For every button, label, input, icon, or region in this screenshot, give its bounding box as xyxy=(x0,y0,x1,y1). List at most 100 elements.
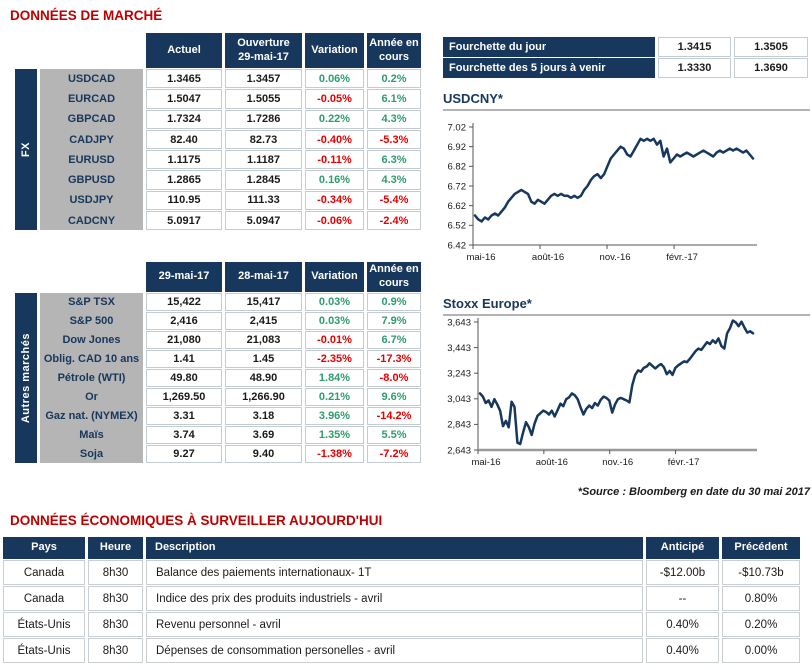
table-cell: -0.05% xyxy=(305,89,364,109)
econ-cell: 0.40% xyxy=(646,612,719,637)
chart-tick-label: mai-16 xyxy=(471,457,500,468)
table-cell: -14.2% xyxy=(367,407,421,425)
table-cell: 0.2% xyxy=(367,69,421,89)
table-cell: 82.73 xyxy=(225,129,302,150)
econ-cell: 8h30 xyxy=(88,560,143,585)
chart-tick-label: 6.92 xyxy=(448,142,467,153)
row-label: S&P TSX xyxy=(68,296,115,308)
range-low-value: 1.3330 xyxy=(658,58,731,78)
econ-cell: 8h30 xyxy=(88,612,143,637)
usdcny-title-rule xyxy=(443,109,810,111)
table-cell: -0.11% xyxy=(305,150,364,170)
stoxx-line-chart: 2,643 2,843 3,043 3,243 3,443 3,643 mai-16 août… xyxy=(447,317,757,468)
table-cell: 1.1175 xyxy=(146,150,222,170)
chart-series-line xyxy=(478,319,755,446)
econ-cell: Revenu personnel - avril xyxy=(146,612,643,637)
range-low-value: 1.3415 xyxy=(658,37,731,57)
label-column-background xyxy=(40,293,143,463)
table-cell: 21,080 xyxy=(146,331,222,349)
column-header: 28-mai-17 xyxy=(225,262,302,292)
row-label: EURUSD xyxy=(68,153,115,166)
range-table: Fourchette du jour 1.3415 1.3505 Fourchette… xyxy=(443,37,808,78)
side-band-label: Autres marchés xyxy=(20,332,32,424)
chart-tick-label: août-16 xyxy=(532,252,564,263)
table-cell: 0.03% xyxy=(305,293,364,311)
row-label: Soja xyxy=(79,448,104,460)
table-cell: -5.3% xyxy=(367,129,421,150)
usdcny-line-chart: 6.42 6.52 6.62 6.72 6.82 6.92 7.02 mai-16 août-1… xyxy=(448,122,757,263)
table-cell: 1.5055 xyxy=(225,89,302,109)
table-cell: 3.18 xyxy=(225,407,302,425)
other-markets-table: Autres marchés 29-mai-17 28-mai-17 Variatio… xyxy=(15,262,421,463)
econ-column-header: Heure xyxy=(88,537,143,559)
label-column-background xyxy=(40,69,143,231)
chart-tick-label: mai-16 xyxy=(466,252,495,263)
econ-column-header: Précédent xyxy=(722,537,800,559)
table-cell: -0.34% xyxy=(305,190,364,211)
table-cell: 6.7% xyxy=(367,331,421,349)
table-cell: 2,415 xyxy=(225,312,302,330)
side-band: Autres marchés xyxy=(15,293,37,463)
table-cell: 6.1% xyxy=(367,89,421,109)
row-label: Gaz nat. (NYMEX) xyxy=(45,410,138,422)
table-cell: 21,083 xyxy=(225,331,302,349)
econ-cell: Dépenses de consommation personelles - a… xyxy=(146,638,643,663)
econ-column-header: Description xyxy=(146,537,643,559)
column-header: Année en cours xyxy=(367,262,421,292)
econ-calendar-table: Pays Heure Description Anticipé Précédent Can… xyxy=(3,537,800,663)
chart-tick-label: 3,243 xyxy=(447,369,471,380)
econ-cell: Balance des paiements internationaux- 1T xyxy=(146,560,643,585)
column-header: Variation xyxy=(305,33,364,68)
table-cell: 1.45 xyxy=(225,350,302,368)
table-cell: 0.03% xyxy=(305,312,364,330)
row-label: S&P 500 xyxy=(69,315,114,327)
econ-cell: Indice des prix des produits industriels… xyxy=(146,586,643,611)
row-label: GBPUSD xyxy=(67,174,116,187)
source-note: *Source : Bloomberg en date du 30 mai 20… xyxy=(577,486,810,498)
table-cell: -17.3% xyxy=(367,350,421,368)
table-cell: 111.33 xyxy=(225,190,302,211)
econ-cell: 0.80% xyxy=(722,586,800,611)
table-cell: 15,417 xyxy=(225,293,302,311)
table-cell: -0.01% xyxy=(305,331,364,349)
econ-column-header: Anticipé xyxy=(646,537,719,559)
table-cell: 5.0917 xyxy=(146,211,222,231)
chart-tick-label: 6.42 xyxy=(448,240,467,251)
table-cell: 1.3465 xyxy=(146,69,222,89)
table-cell: 3.31 xyxy=(146,407,222,425)
row-label: CADJPY xyxy=(69,133,114,146)
table-cell: 2,416 xyxy=(146,312,222,330)
row-label: Dow Jones xyxy=(62,334,121,346)
row-label: CADCNY xyxy=(67,214,116,227)
row-label: Oblig. CAD 10 ans xyxy=(43,353,140,365)
table-cell: -2.35% xyxy=(305,350,364,368)
econ-cell: 0.40% xyxy=(646,638,719,663)
table-cell: 1.1187 xyxy=(225,150,302,170)
chart-tick-label: 6.52 xyxy=(448,221,467,232)
range-label: Fourchette du jour xyxy=(443,37,655,57)
column-header: Actuel xyxy=(146,33,222,68)
stoxx-chart-title: Stoxx Europe* xyxy=(443,296,532,311)
table-cell: 3.96% xyxy=(305,407,364,425)
table-cell: 1.7324 xyxy=(146,109,222,129)
chart-tick-label: 2,843 xyxy=(447,420,471,431)
market-data-title: DONNÉES DE MARCHÉ xyxy=(10,8,163,23)
econ-cell: 0.20% xyxy=(722,612,800,637)
row-label: GBPCAD xyxy=(67,113,116,126)
chart-series-line xyxy=(473,137,755,223)
econ-cell: Canada xyxy=(3,560,85,585)
chart-tick-label: 6.82 xyxy=(448,162,467,173)
econ-cell: 0.00% xyxy=(722,638,800,663)
table-cell: 0.9% xyxy=(367,293,421,311)
side-band-label: FX xyxy=(20,142,32,158)
table-cell: 1.41 xyxy=(146,350,222,368)
econ-cell: États-Unis xyxy=(3,612,85,637)
chart-tick-label: 6.62 xyxy=(448,201,467,212)
chart-tick-label: 3,443 xyxy=(447,343,471,354)
table-cell: 6.3% xyxy=(367,150,421,170)
chart-tick-label: nov.-16 xyxy=(602,457,633,468)
econ-cell: 8h30 xyxy=(88,638,143,663)
column-header: Variation xyxy=(305,262,364,292)
econ-cell: -- xyxy=(646,586,719,611)
